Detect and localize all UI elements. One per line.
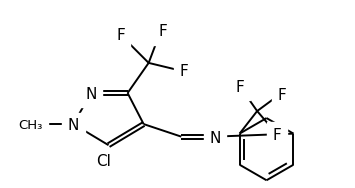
Text: CH₃: CH₃ xyxy=(18,119,43,132)
Text: F: F xyxy=(236,80,245,95)
Text: N: N xyxy=(68,118,79,133)
Text: F: F xyxy=(273,128,282,143)
Text: F: F xyxy=(158,24,167,39)
Text: N: N xyxy=(209,131,220,146)
Text: F: F xyxy=(278,88,286,103)
Text: F: F xyxy=(116,28,125,43)
Text: N: N xyxy=(85,87,97,102)
Text: Cl: Cl xyxy=(96,154,111,169)
Text: F: F xyxy=(179,64,188,79)
